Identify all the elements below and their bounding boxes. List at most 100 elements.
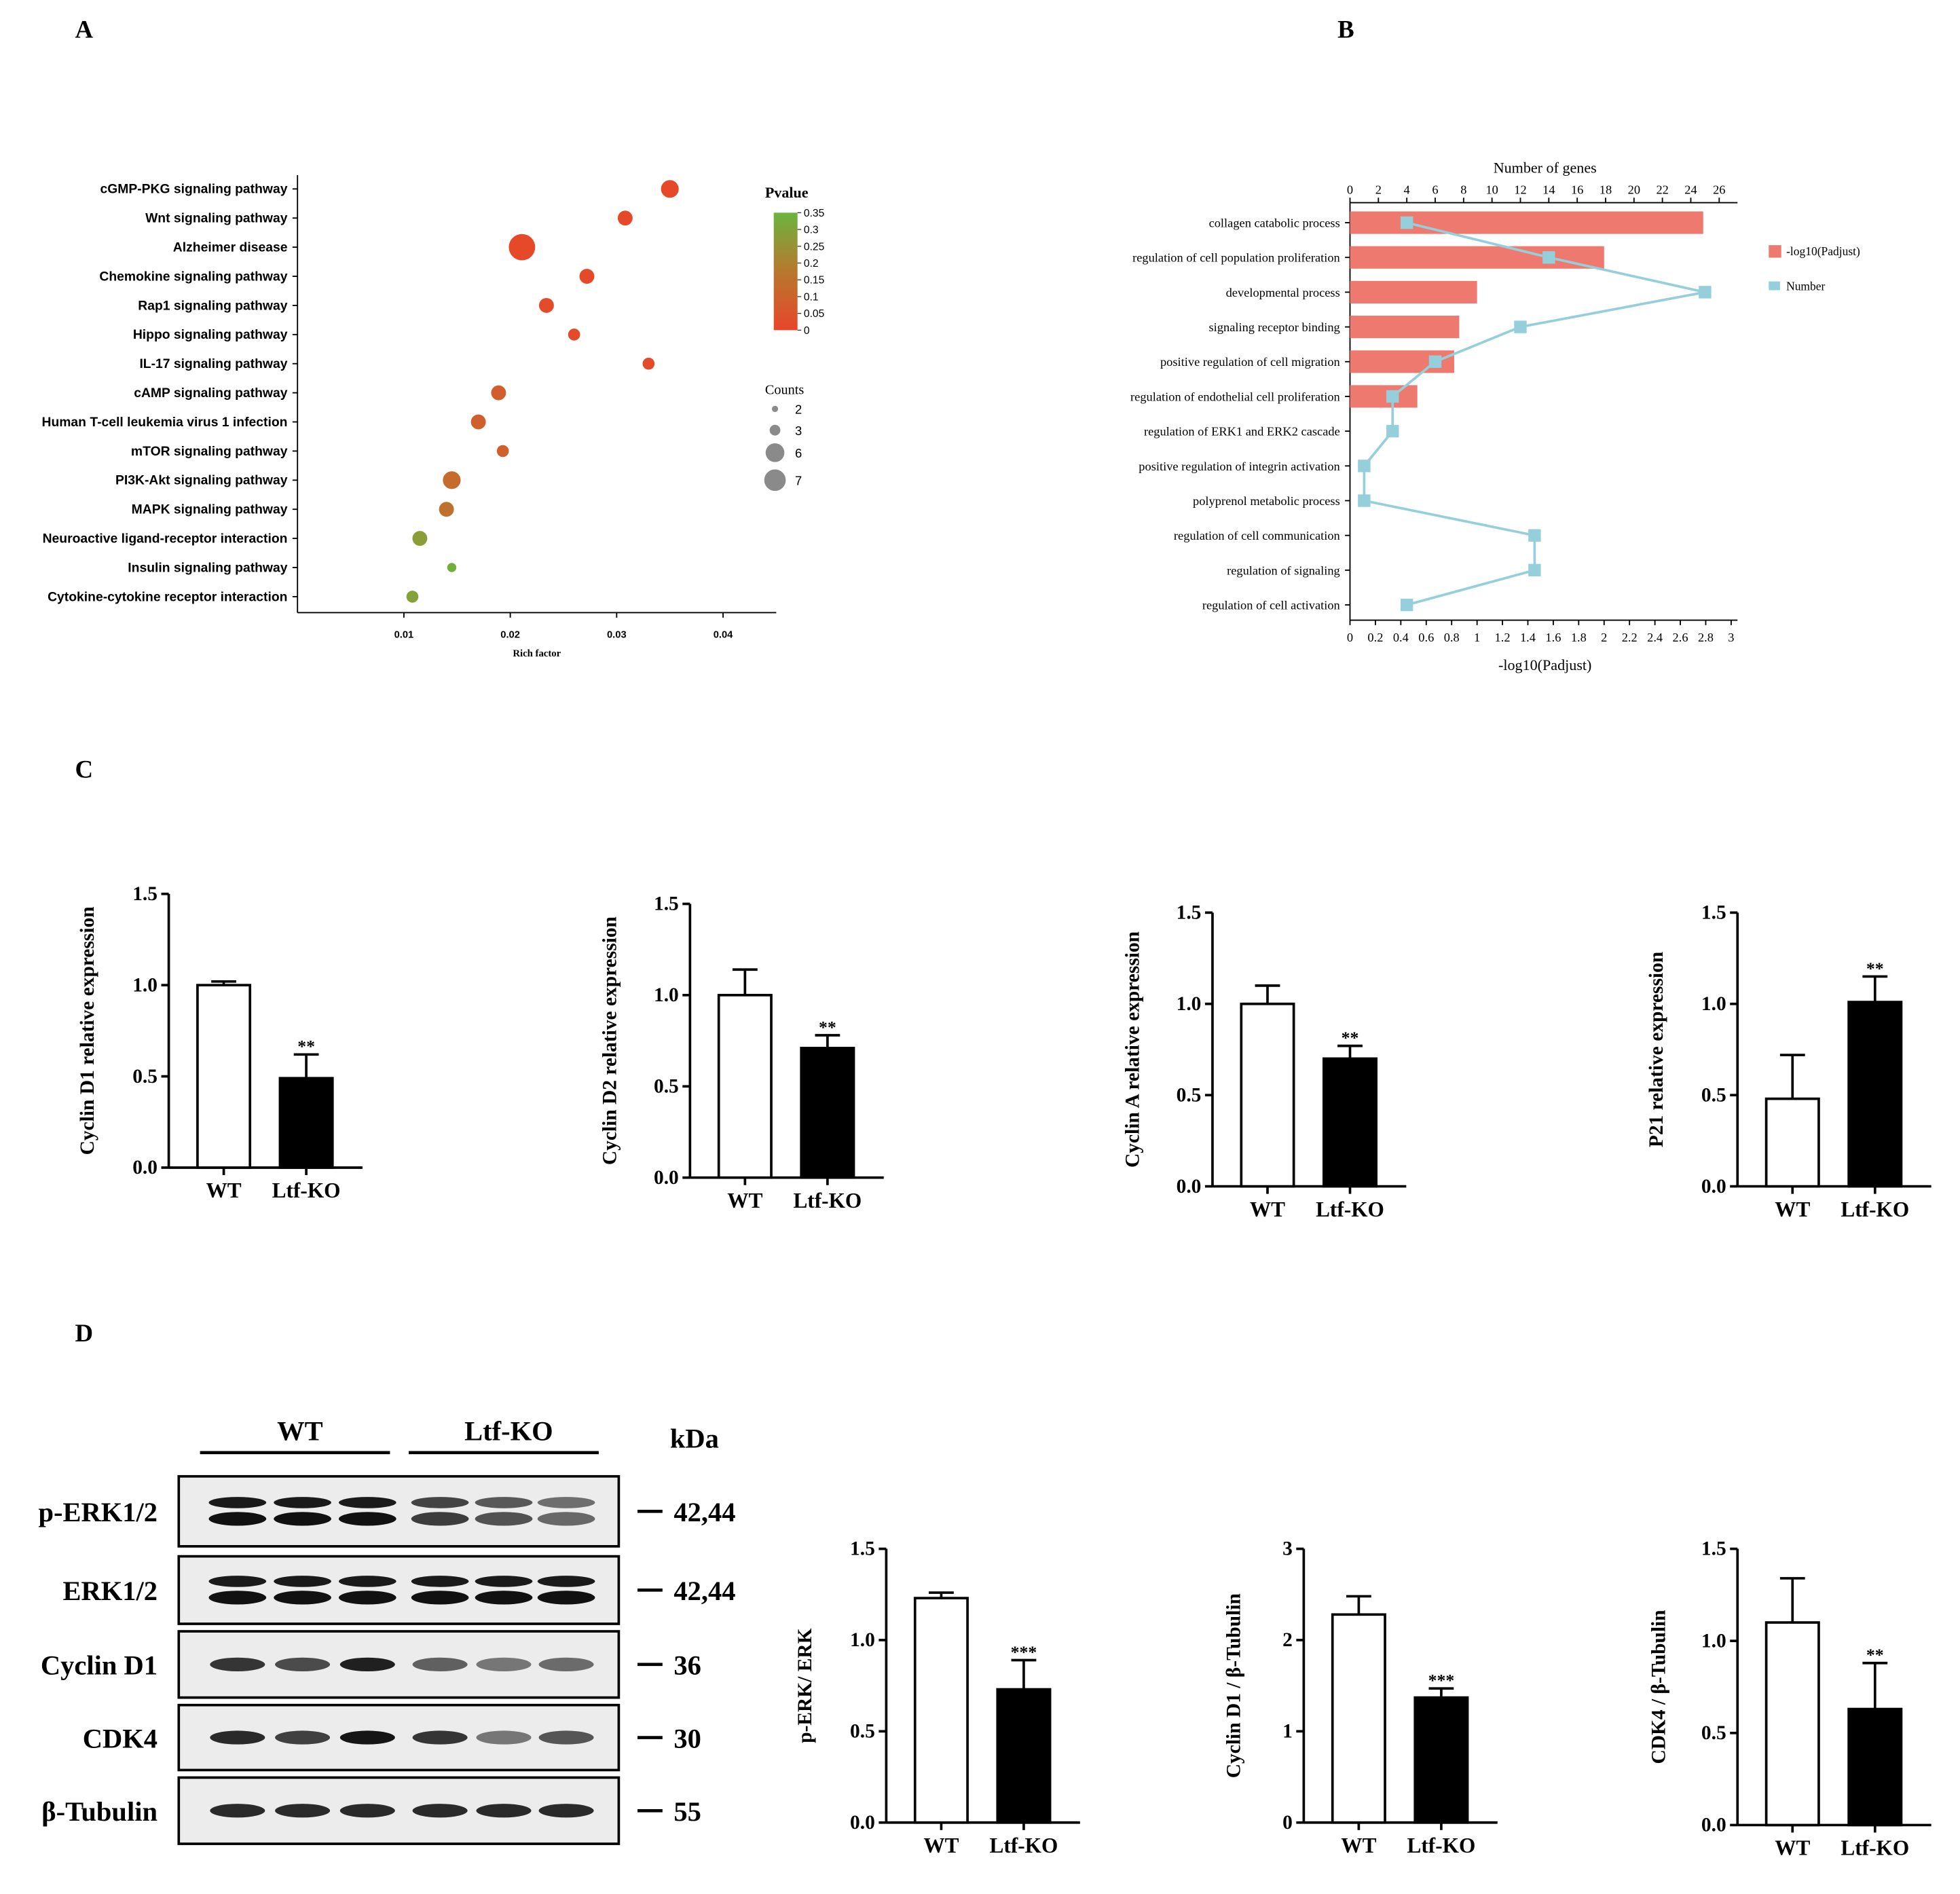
b-category-label-signaling-receptor-binding: signaling receptor binding xyxy=(1209,320,1340,334)
d3-y-axis-title: CDK4 / β-Tubulin xyxy=(1648,1610,1669,1764)
d2-y-tick-label: 2 xyxy=(1282,1629,1293,1651)
d2-y-tick-label: 1 xyxy=(1282,1721,1293,1743)
c2-y-tick-label: 1.0 xyxy=(654,984,679,1006)
d-blot-band xyxy=(208,1576,267,1587)
d-blot-band xyxy=(411,1591,469,1605)
c4-x-label-wt: WT xyxy=(1775,1197,1810,1221)
b-bottom-tick-label: 0.8 xyxy=(1444,631,1460,644)
panel-label-c: C xyxy=(75,756,93,783)
c3-y-tick-label: 1.0 xyxy=(1177,993,1202,1015)
a-x-tick-label: 0.04 xyxy=(714,629,733,640)
a-category-label-rap1-signaling-pathway: Rap1 signaling pathway xyxy=(138,299,287,313)
a-colorbar-tick-label: 0.05 xyxy=(804,308,825,320)
d-blot-band xyxy=(411,1512,469,1526)
c3-significance: ** xyxy=(1342,1028,1359,1047)
b-top-tick-label: 2 xyxy=(1375,183,1382,197)
a-category-label-pi3k-akt-signaling-pathway: PI3K-Akt signaling pathway xyxy=(115,474,288,488)
d2-y-axis-title: Cyclin D1 / β-Tubulin xyxy=(1223,1593,1244,1778)
c1-y-tick-label: 1.5 xyxy=(132,883,158,905)
b-top-tick-label: 26 xyxy=(1713,183,1725,197)
d1-y-tick-label: 1.5 xyxy=(850,1538,875,1560)
a-dot-pi3k-akt-signaling-pathway xyxy=(443,471,461,489)
a-colorbar-tick-label: 0.25 xyxy=(804,241,825,253)
c4-bar-wt xyxy=(1764,1097,1820,1188)
a-colorbar-tick-label: 0.3 xyxy=(804,225,819,236)
d2-y-tick-label: 0 xyxy=(1282,1812,1293,1834)
a-dot-mtor-signaling-pathway xyxy=(496,445,509,458)
c4-y-tick-label: 0.0 xyxy=(1701,1176,1726,1197)
d-blot-band xyxy=(338,1512,396,1526)
d-blot-kda-tubulin: 55 xyxy=(673,1796,701,1827)
b-category-label-positive-regulation-of-integrin-activation: positive regulation of integrin activati… xyxy=(1139,460,1339,473)
b-top-tick-label: 22 xyxy=(1656,183,1668,197)
a-colorbar-tick-label: 0.1 xyxy=(804,291,819,303)
b-category-label-regulation-of-erk1-and-erk2-cascade: regulation of ERK1 and ERK2 cascade xyxy=(1144,425,1340,439)
d-blot-band xyxy=(537,1497,595,1508)
a-x-tick-label: 0.01 xyxy=(394,629,414,640)
a-dot-cytokine-cytokine-receptor-interaction xyxy=(406,591,419,603)
d-blot-strip-erk1-2 xyxy=(177,1555,621,1625)
d-blot-band xyxy=(275,1657,331,1671)
d1-bar-wt xyxy=(913,1597,969,1824)
d-blot-band xyxy=(339,1804,395,1818)
c4-y-axis-title: P21 relative expression xyxy=(1646,952,1667,1147)
a-pvalue-legend-title: Pvalue xyxy=(765,184,809,201)
d1-y-tick-label: 1.0 xyxy=(850,1629,875,1651)
b-number-marker xyxy=(1428,355,1442,368)
b-legend-swatch-number xyxy=(1769,281,1780,291)
a-counts-legend-label: 6 xyxy=(795,446,802,460)
d-blot-band xyxy=(338,1497,396,1508)
b-x-axis-title: -log10(Padjust) xyxy=(1498,656,1591,673)
c4-x-label-ltf-ko: Ltf-KO xyxy=(1841,1197,1909,1221)
d-blot-group-wt: WT xyxy=(277,1415,323,1446)
c3-y-axis-title: Cyclin A relative expression xyxy=(1122,931,1143,1168)
b-number-marker xyxy=(1514,320,1527,333)
b-bar-regulation-of-endothelial-cell-proliferation xyxy=(1350,385,1418,408)
a-counts-legend-label: 3 xyxy=(795,424,802,438)
b-number-marker xyxy=(1386,424,1399,438)
c3-y-tick-label: 0.5 xyxy=(1177,1084,1202,1106)
c1-significance: ** xyxy=(297,1037,315,1056)
b-top-tick-label: 0 xyxy=(1347,183,1353,197)
a-dot-camp-signaling-pathway xyxy=(491,385,506,401)
d-blot-label-erk1-2: ERK1/2 xyxy=(62,1576,158,1606)
b-top-tick-label: 10 xyxy=(1485,183,1498,197)
b-category-label-regulation-of-signaling: regulation of signaling xyxy=(1227,563,1340,577)
d1-y-axis-title: p-ERK/ ERK xyxy=(794,1628,816,1743)
d3-y-tick-label: 0.0 xyxy=(1701,1815,1726,1836)
b-bottom-tick-label: 2.2 xyxy=(1622,631,1638,644)
a-dot-mapk-signaling-pathway xyxy=(439,502,454,517)
c3-y-tick-label: 1.5 xyxy=(1177,902,1202,924)
d-blot-label-cdk4: CDK4 xyxy=(83,1723,158,1753)
b-number-marker xyxy=(1358,460,1371,472)
d3-bar-wt xyxy=(1764,1621,1820,1827)
d-blot-band xyxy=(412,1804,468,1818)
b-top-tick-label: 18 xyxy=(1600,183,1612,197)
c4-y-tick-label: 0.5 xyxy=(1701,1084,1726,1106)
a-category-label-mtor-signaling-pathway: mTOR signaling pathway xyxy=(131,445,288,459)
b-bottom-tick-label: 3 xyxy=(1728,631,1734,644)
a-category-label-neuroactive-ligand-receptor-interaction: Neuroactive ligand-receptor interaction xyxy=(43,532,288,546)
b-bar-signaling-receptor-binding xyxy=(1350,316,1460,339)
b-top-tick-label: 4 xyxy=(1404,183,1410,197)
b-top-tick-label: 6 xyxy=(1432,183,1438,197)
d-blot-label-p-erk1-2: p-ERK1/2 xyxy=(38,1497,158,1527)
d-blot-band xyxy=(208,1497,267,1508)
a-x-tick-label: 0.03 xyxy=(607,629,627,640)
d-blot-band xyxy=(208,1591,267,1605)
d-blot-band xyxy=(537,1591,595,1605)
a-category-label-insulin-signaling-pathway: Insulin signaling pathway xyxy=(128,561,287,575)
d-blot-band xyxy=(339,1657,395,1671)
c2-significance: ** xyxy=(819,1017,836,1037)
panel-label-d: D xyxy=(75,1319,93,1347)
b-top-tick-label: 16 xyxy=(1571,183,1583,197)
a-counts-legend-title: Counts xyxy=(765,382,805,397)
d-blot-band xyxy=(475,1497,533,1508)
d3-x-label-ltf-ko: Ltf-KO xyxy=(1841,1836,1909,1860)
a-dot-insulin-signaling-pathway xyxy=(447,563,457,572)
d-blot-band xyxy=(338,1591,396,1605)
b-category-label-developmental-process: developmental process xyxy=(1226,286,1340,299)
a-dot-alzheimer-disease xyxy=(509,234,536,261)
c2-y-tick-label: 0.0 xyxy=(654,1167,679,1189)
c4-y-tick-label: 1.5 xyxy=(1701,902,1726,924)
